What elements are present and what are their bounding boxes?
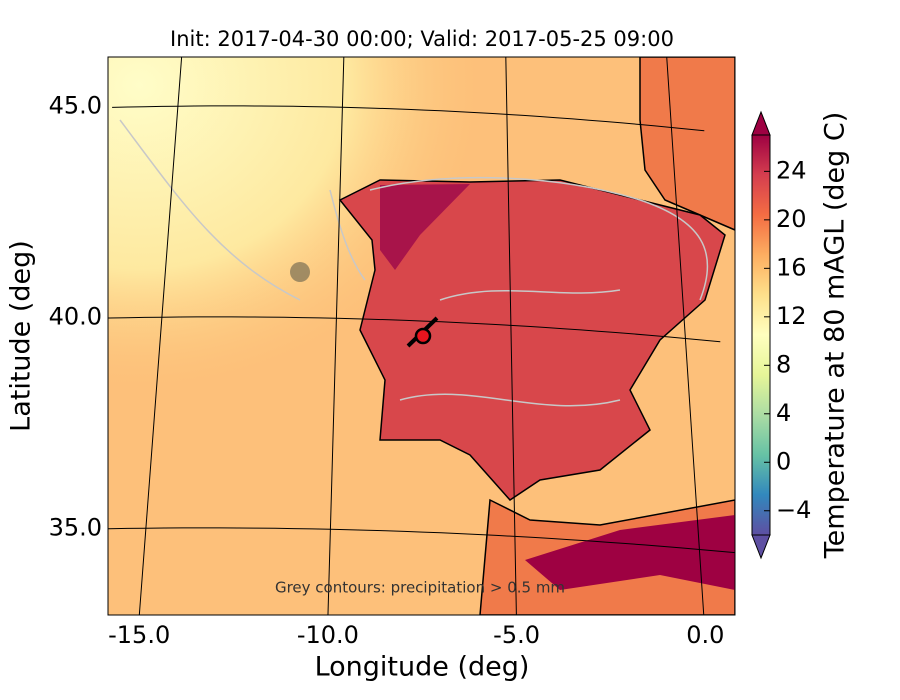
y-tick-label: 45.0 bbox=[49, 92, 102, 120]
colorbar-tick-label: 20 bbox=[776, 205, 807, 233]
parallel bbox=[112, 105, 705, 132]
meridian bbox=[327, 57, 345, 615]
colorbar-extend-top bbox=[751, 110, 771, 136]
meridian bbox=[666, 57, 705, 615]
colorbar-tick-label: 24 bbox=[776, 156, 807, 184]
precip-contours bbox=[119, 119, 709, 407]
x-tick-label: -5.0 bbox=[493, 621, 540, 649]
colorbar-tick-label: 0 bbox=[776, 447, 791, 475]
colorbar-tick-label: 8 bbox=[776, 350, 791, 378]
annotation: Grey contours: precipitation > 0.5 mm bbox=[275, 579, 565, 597]
site-marker bbox=[414, 327, 432, 345]
colorbar-tick-label: 4 bbox=[776, 399, 791, 427]
hot-africa bbox=[525, 515, 735, 590]
parallel bbox=[108, 316, 721, 343]
colorbar-tick-label: −4 bbox=[776, 496, 811, 524]
meridian bbox=[138, 57, 183, 615]
x-tick-label: 0.0 bbox=[686, 621, 724, 649]
colorbar-extend-bottom bbox=[751, 534, 771, 560]
parallel bbox=[108, 527, 735, 554]
title: Init: 2017-04-30 00:00; Valid: 2017-05-2… bbox=[170, 27, 674, 51]
colorbar-frame bbox=[751, 134, 771, 536]
colorbar-tick-label: 16 bbox=[776, 253, 807, 281]
x-label: Longitude (deg) bbox=[315, 652, 530, 683]
colorbar-tick-label: 12 bbox=[776, 302, 807, 330]
y-tick-label: 40.0 bbox=[49, 303, 102, 331]
colorbar-label: Temperature at 80 mAGL (deg C) bbox=[820, 112, 851, 560]
y-tick-label: 35.0 bbox=[49, 514, 102, 542]
x-tick-label: -15.0 bbox=[108, 621, 170, 649]
precip-spot bbox=[290, 262, 310, 282]
map-frame bbox=[107, 56, 736, 616]
france bbox=[639, 57, 735, 231]
meridian bbox=[505, 57, 517, 615]
x-tick-label: -10.0 bbox=[297, 621, 359, 649]
warm-north bbox=[380, 184, 470, 270]
y-label: Latitude (deg) bbox=[6, 240, 37, 432]
colorbar bbox=[752, 135, 770, 535]
